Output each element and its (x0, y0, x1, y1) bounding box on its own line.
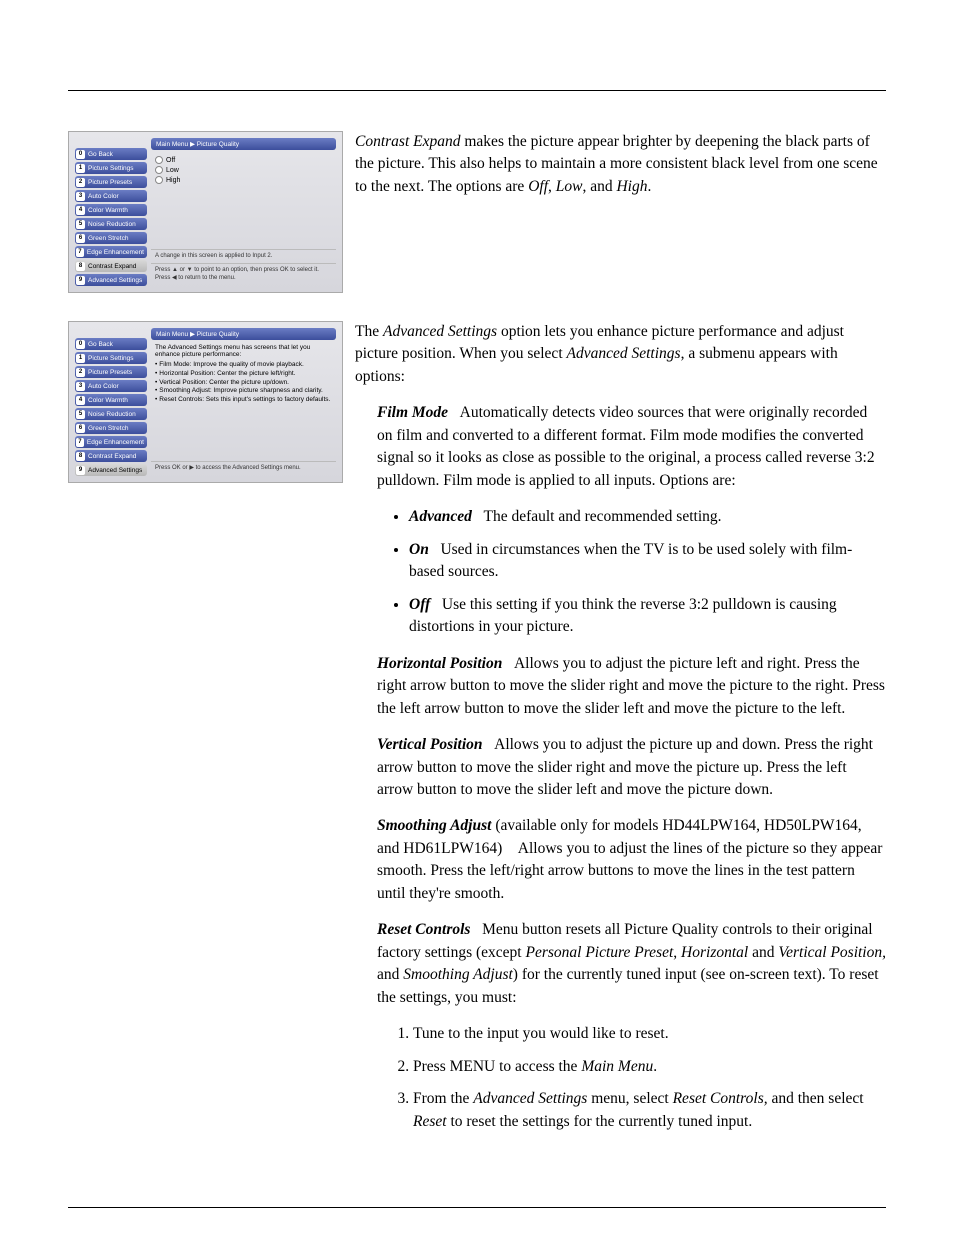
osd-menu-item: 4Color Warmth (75, 394, 147, 406)
osd-menu-item: 1Picture Settings (75, 352, 147, 364)
osd-menu-item: 9Advanced Settings (75, 464, 147, 476)
contrast-expand-paragraph: Contrast Expand makes the picture appear… (355, 131, 886, 198)
osd-menu-item: 4Color Warmth (75, 204, 147, 216)
osd-hint: Press ▲ or ▼ to point to an option, then… (151, 263, 336, 286)
osd-bullet: Vertical Position: Center the picture up… (155, 379, 332, 388)
osd-radio-option: Low (155, 166, 332, 174)
osd-hint: Press OK or ▶ to access the Advanced Set… (151, 461, 336, 476)
osd-menu-item: 7Edge Enhancement (75, 436, 147, 448)
vertical-position-paragraph: Vertical Position Allows you to adjust t… (377, 734, 886, 801)
osd-radio-option: High (155, 176, 332, 184)
film-mode-paragraph: Film Mode Automatically detects video so… (377, 402, 886, 492)
osd-menu-item: 5Noise Reduction (75, 218, 147, 230)
osd-sidebar: 0Go Back 1Picture Settings 2Picture Preset… (75, 148, 147, 286)
section-advanced-settings: 0Go Back 1Picture Settings 2Picture Preset… (68, 321, 886, 1147)
term-contrast-expand: Contrast Expand (355, 133, 461, 150)
reset-steps: Tune to the input you would like to rese… (413, 1023, 886, 1133)
bottom-rule (68, 1207, 886, 1208)
osd-bullet: Reset Controls: Sets this input's settin… (155, 396, 332, 405)
osd-menu-item: 3Auto Color (75, 380, 147, 392)
osd-menu-item: 3Auto Color (75, 190, 147, 202)
osd-figure-contrast: 0Go Back 1Picture Settings 2Picture Preset… (68, 131, 343, 293)
osd-bullet: Film Mode: Improve the quality of movie … (155, 361, 332, 370)
osd-titlebar: Main Menu ▶ Picture Quality (151, 138, 336, 150)
osd-sidebar: 0Go Back 1Picture Settings 2Picture Preset… (75, 338, 147, 476)
osd-bullet: Horizontal Position: Center the picture … (155, 370, 332, 379)
horizontal-position-paragraph: Horizontal Position Allows you to adjust… (377, 653, 886, 720)
osd-figure-advanced: 0Go Back 1Picture Settings 2Picture Preset… (68, 321, 343, 483)
osd-body: The Advanced Settings menu has screens t… (151, 340, 336, 461)
osd-menu-item: 8Contrast Expand (75, 260, 147, 272)
step-1: Tune to the input you would like to rese… (413, 1023, 886, 1045)
osd-menu-item: 5Noise Reduction (75, 408, 147, 420)
osd-titlebar: Main Menu ▶ Picture Quality (151, 328, 336, 340)
advanced-intro: The Advanced Settings option lets you en… (355, 321, 886, 388)
section-contrast-expand: 0Go Back 1Picture Settings 2Picture Preset… (68, 131, 886, 293)
osd-bullet: Smoothing Adjust: Improve picture sharpn… (155, 387, 332, 396)
osd-menu-item: 0Go Back (75, 338, 147, 350)
film-mode-options: Advanced The default and recommended set… (409, 506, 886, 638)
osd-body: Off Low High (151, 150, 336, 249)
osd-menu-item: 7Edge Enhancement (75, 246, 147, 258)
smoothing-adjust-paragraph: Smoothing Adjust (available only for mod… (377, 815, 886, 905)
osd-menu-item: 8Contrast Expand (75, 450, 147, 462)
osd-hint: A change in this screen is applied to In… (151, 249, 336, 264)
step-3: From the Advanced Settings menu, select … (413, 1088, 886, 1133)
osd-menu-item: 0Go Back (75, 148, 147, 160)
osd-menu-item: 6Green Stretch (75, 232, 147, 244)
osd-menu-item: 9Advanced Settings (75, 274, 147, 286)
osd-menu-item: 2Picture Presets (75, 366, 147, 378)
osd-menu-item: 1Picture Settings (75, 162, 147, 174)
top-rule (68, 90, 886, 91)
osd-radio-option: Off (155, 156, 332, 164)
reset-controls-paragraph: Reset Controls Menu button resets all Pi… (377, 919, 886, 1009)
osd-menu-item: 2Picture Presets (75, 176, 147, 188)
osd-menu-item: 6Green Stretch (75, 422, 147, 434)
step-2: Press MENU to access the Main Menu. (413, 1056, 886, 1078)
